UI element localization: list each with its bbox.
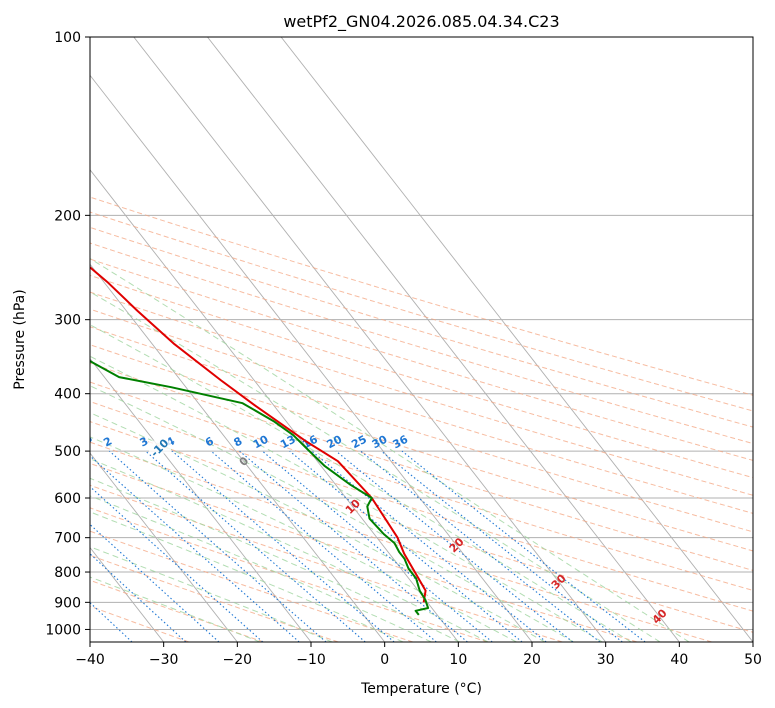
x-tick-label: 50: [744, 652, 762, 668]
dry-adiabat: [90, 344, 753, 552]
moist-adiabat: [90, 412, 546, 642]
y-tick-label: 300: [54, 313, 81, 329]
moist-adiabat: [90, 477, 460, 642]
moist-adiabat: [90, 385, 574, 642]
isotherm-line: [90, 452, 238, 642]
moist-adiabat: [90, 511, 404, 642]
x-axis-ticks: −40 −30 −20 −10 0 10 20 30 40 50: [75, 642, 762, 668]
y-tick-label: 100: [54, 30, 81, 46]
isotherms: [90, 37, 753, 642]
moist-adiabat: [90, 291, 661, 642]
mixing-ratio-label: 10: [251, 433, 271, 452]
isotherm-line: [90, 357, 312, 642]
y-axis-label: Pressure (hPa): [12, 289, 28, 389]
moist-adiabat: [90, 546, 333, 642]
x-tick-label: 0: [380, 652, 389, 668]
dry-adiabat: [90, 401, 753, 612]
moist-adiabat: [90, 495, 432, 642]
dry-adiabat: [90, 484, 563, 642]
mixing-ratio-line: [262, 450, 493, 642]
dry-adiabat: [90, 441, 712, 642]
dry-adiabat: [90, 507, 488, 642]
isotherm-line: [280, 37, 753, 642]
y-tick-label: 400: [54, 387, 81, 403]
mixing-ratio-label: 36: [391, 433, 411, 452]
x-tick-label: −20: [223, 652, 253, 668]
mixing-ratio-label: 20: [325, 432, 345, 451]
dewpoint-profile: [90, 359, 430, 616]
mixing-ratio-label: 1.5: [71, 432, 94, 453]
mixing-ratio-label: 25: [349, 433, 369, 452]
mixing-ratio-line: [145, 450, 366, 642]
mixing-ratio-lines: [90, 450, 646, 642]
moist-adiabat: [90, 355, 603, 642]
y-tick-label: 800: [54, 565, 81, 581]
dry-adiabat: [90, 554, 339, 642]
x-tick-label: 40: [670, 652, 688, 668]
isotherm-line: [90, 263, 386, 642]
mixing-ratio-line: [171, 450, 395, 642]
y-tick-label: 700: [54, 531, 81, 547]
mixing-ratio-line: [311, 450, 547, 642]
x-tick-label: −40: [75, 652, 105, 668]
x-tick-label: 10: [449, 652, 467, 668]
x-tick-label: −10: [296, 652, 326, 668]
axes-frame: [89, 36, 754, 643]
y-tick-label: 1000: [45, 622, 81, 638]
mixing-ratio-line: [360, 450, 601, 642]
isotherm-line: [207, 37, 680, 642]
moist-adiabat: [90, 436, 517, 642]
isotherm-line: [133, 37, 607, 642]
mixing-ratio-line: [335, 450, 574, 642]
x-axis-label: Temperature (°C): [360, 681, 482, 697]
y-tick-label: 900: [54, 595, 81, 611]
moist-adiabat: [90, 324, 632, 642]
chart-title: wetPf2_GN04.2026.085.04.34.C23: [283, 12, 559, 32]
mixing-ratio-label: 13: [278, 433, 298, 452]
x-tick-label: 20: [523, 652, 541, 668]
isopleth-labels: 0.10.20.40.611.52346810131620253036-100-…: [71, 432, 670, 627]
y-tick-label: 600: [54, 491, 81, 507]
y-tick-label: 200: [54, 208, 81, 224]
mixing-ratio-label: 30: [370, 432, 390, 451]
mixing-ratio-line: [90, 485, 264, 642]
dry-adiabat: [90, 381, 753, 591]
x-tick-label: 30: [597, 652, 615, 668]
dry-adiabats: [90, 196, 753, 642]
mixing-ratio-line: [239, 450, 468, 642]
dry-adiabat: [90, 308, 753, 514]
isotherm-line: [90, 169, 459, 642]
mixing-ratio-line: [210, 450, 437, 642]
isotherm-label-bg: [149, 440, 172, 454]
dry-adiabat: [90, 530, 414, 642]
temperature-profile: [90, 265, 427, 603]
dry-adiabat: [90, 362, 753, 571]
y-axis-ticks: 100 200 300 400 500 600 700 800 900 1000: [45, 30, 90, 638]
mixing-ratio-line: [90, 523, 220, 642]
moist-adiabats: [90, 257, 690, 642]
profile-series: [90, 265, 430, 616]
x-tick-label: −30: [149, 652, 179, 668]
y-tick-label: 500: [54, 444, 81, 460]
plot-area: 0.10.20.40.611.52346810131620253036-100-…: [71, 37, 753, 642]
moist-adiabat: [90, 458, 489, 642]
mixing-ratio-line: [289, 450, 523, 642]
